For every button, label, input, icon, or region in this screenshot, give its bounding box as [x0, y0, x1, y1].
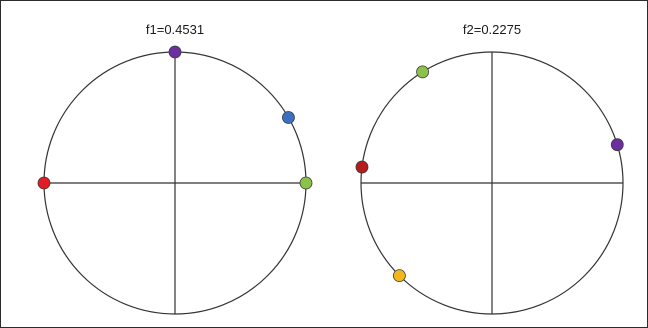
phase-point-4	[37, 176, 51, 190]
phase-point-3	[392, 269, 406, 283]
phase-point-4	[610, 138, 624, 152]
phase-point-2	[355, 160, 369, 174]
phase-point-1	[416, 65, 429, 79]
phase-point-1	[168, 45, 182, 59]
phase-point-2	[282, 111, 295, 124]
panel-2	[355, 51, 624, 315]
panel-1	[37, 45, 313, 315]
phase-point-3	[299, 176, 313, 190]
panel-title-f2: f2=0.2275	[462, 22, 522, 37]
panel-title-f1: f1=0.4531	[145, 22, 205, 37]
